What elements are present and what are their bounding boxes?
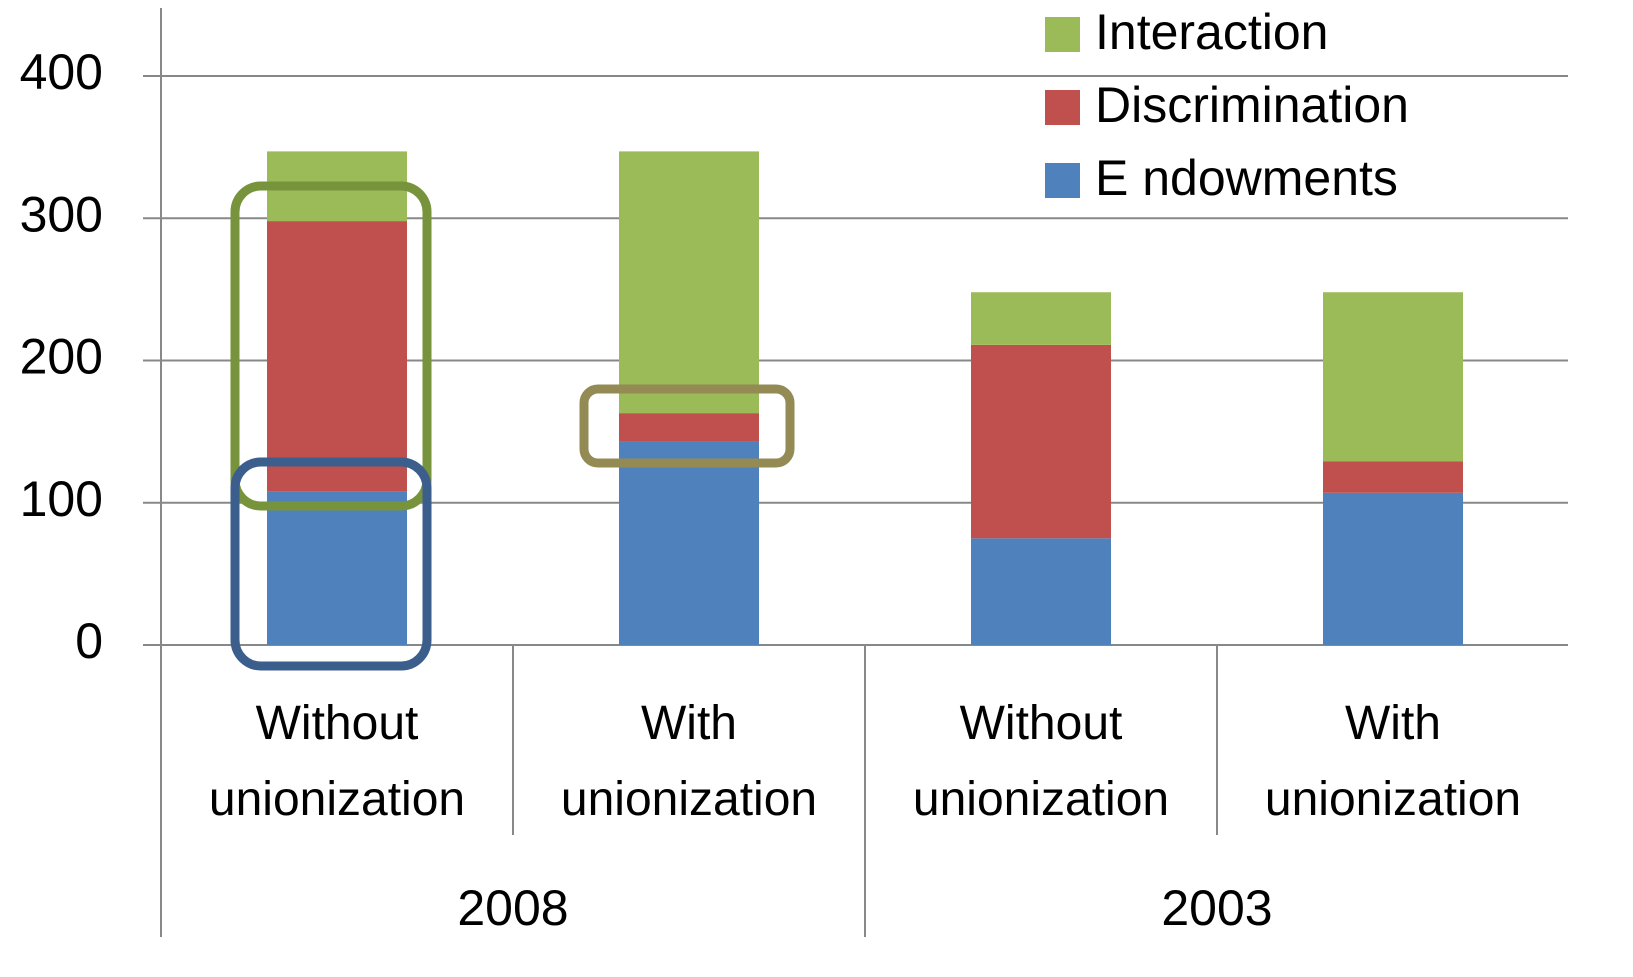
bar-segment	[971, 292, 1111, 345]
x-tick-label: With unionization	[560, 697, 818, 826]
bar-segment	[1323, 492, 1463, 645]
y-tick-label: 200	[20, 329, 103, 385]
group-label: 2008	[457, 880, 568, 936]
bar-segment	[971, 344, 1111, 539]
bar-segment	[1323, 461, 1463, 493]
x-tick-label: Without unionization	[912, 697, 1170, 826]
legend-swatch	[1045, 163, 1080, 198]
legend-label: Discrimination	[1095, 77, 1409, 133]
x-tick-label: With unionization	[1264, 697, 1522, 826]
y-tick-label: 0	[75, 613, 103, 669]
y-tick-label: 400	[20, 44, 103, 100]
y-tick-label: 300	[20, 186, 103, 242]
bar-segment	[971, 538, 1111, 645]
bar-segment	[267, 491, 407, 645]
legend-swatch	[1045, 90, 1080, 125]
bar-segment	[619, 413, 759, 442]
bar-segment	[619, 151, 759, 414]
legend-label: E ndowments	[1095, 150, 1398, 206]
y-tick-label: 100	[20, 471, 103, 527]
highlight-box	[230, 457, 432, 671]
highlight-box	[230, 181, 432, 511]
legend-swatch	[1045, 17, 1080, 52]
bar-segment	[267, 221, 407, 492]
bar-segment	[619, 441, 759, 645]
legend-label: Interaction	[1095, 4, 1328, 60]
highlight-box	[579, 384, 795, 468]
group-label: 2003	[1161, 880, 1272, 936]
x-tick-label: Without unionization	[208, 697, 466, 826]
bar-segment	[1323, 292, 1463, 462]
